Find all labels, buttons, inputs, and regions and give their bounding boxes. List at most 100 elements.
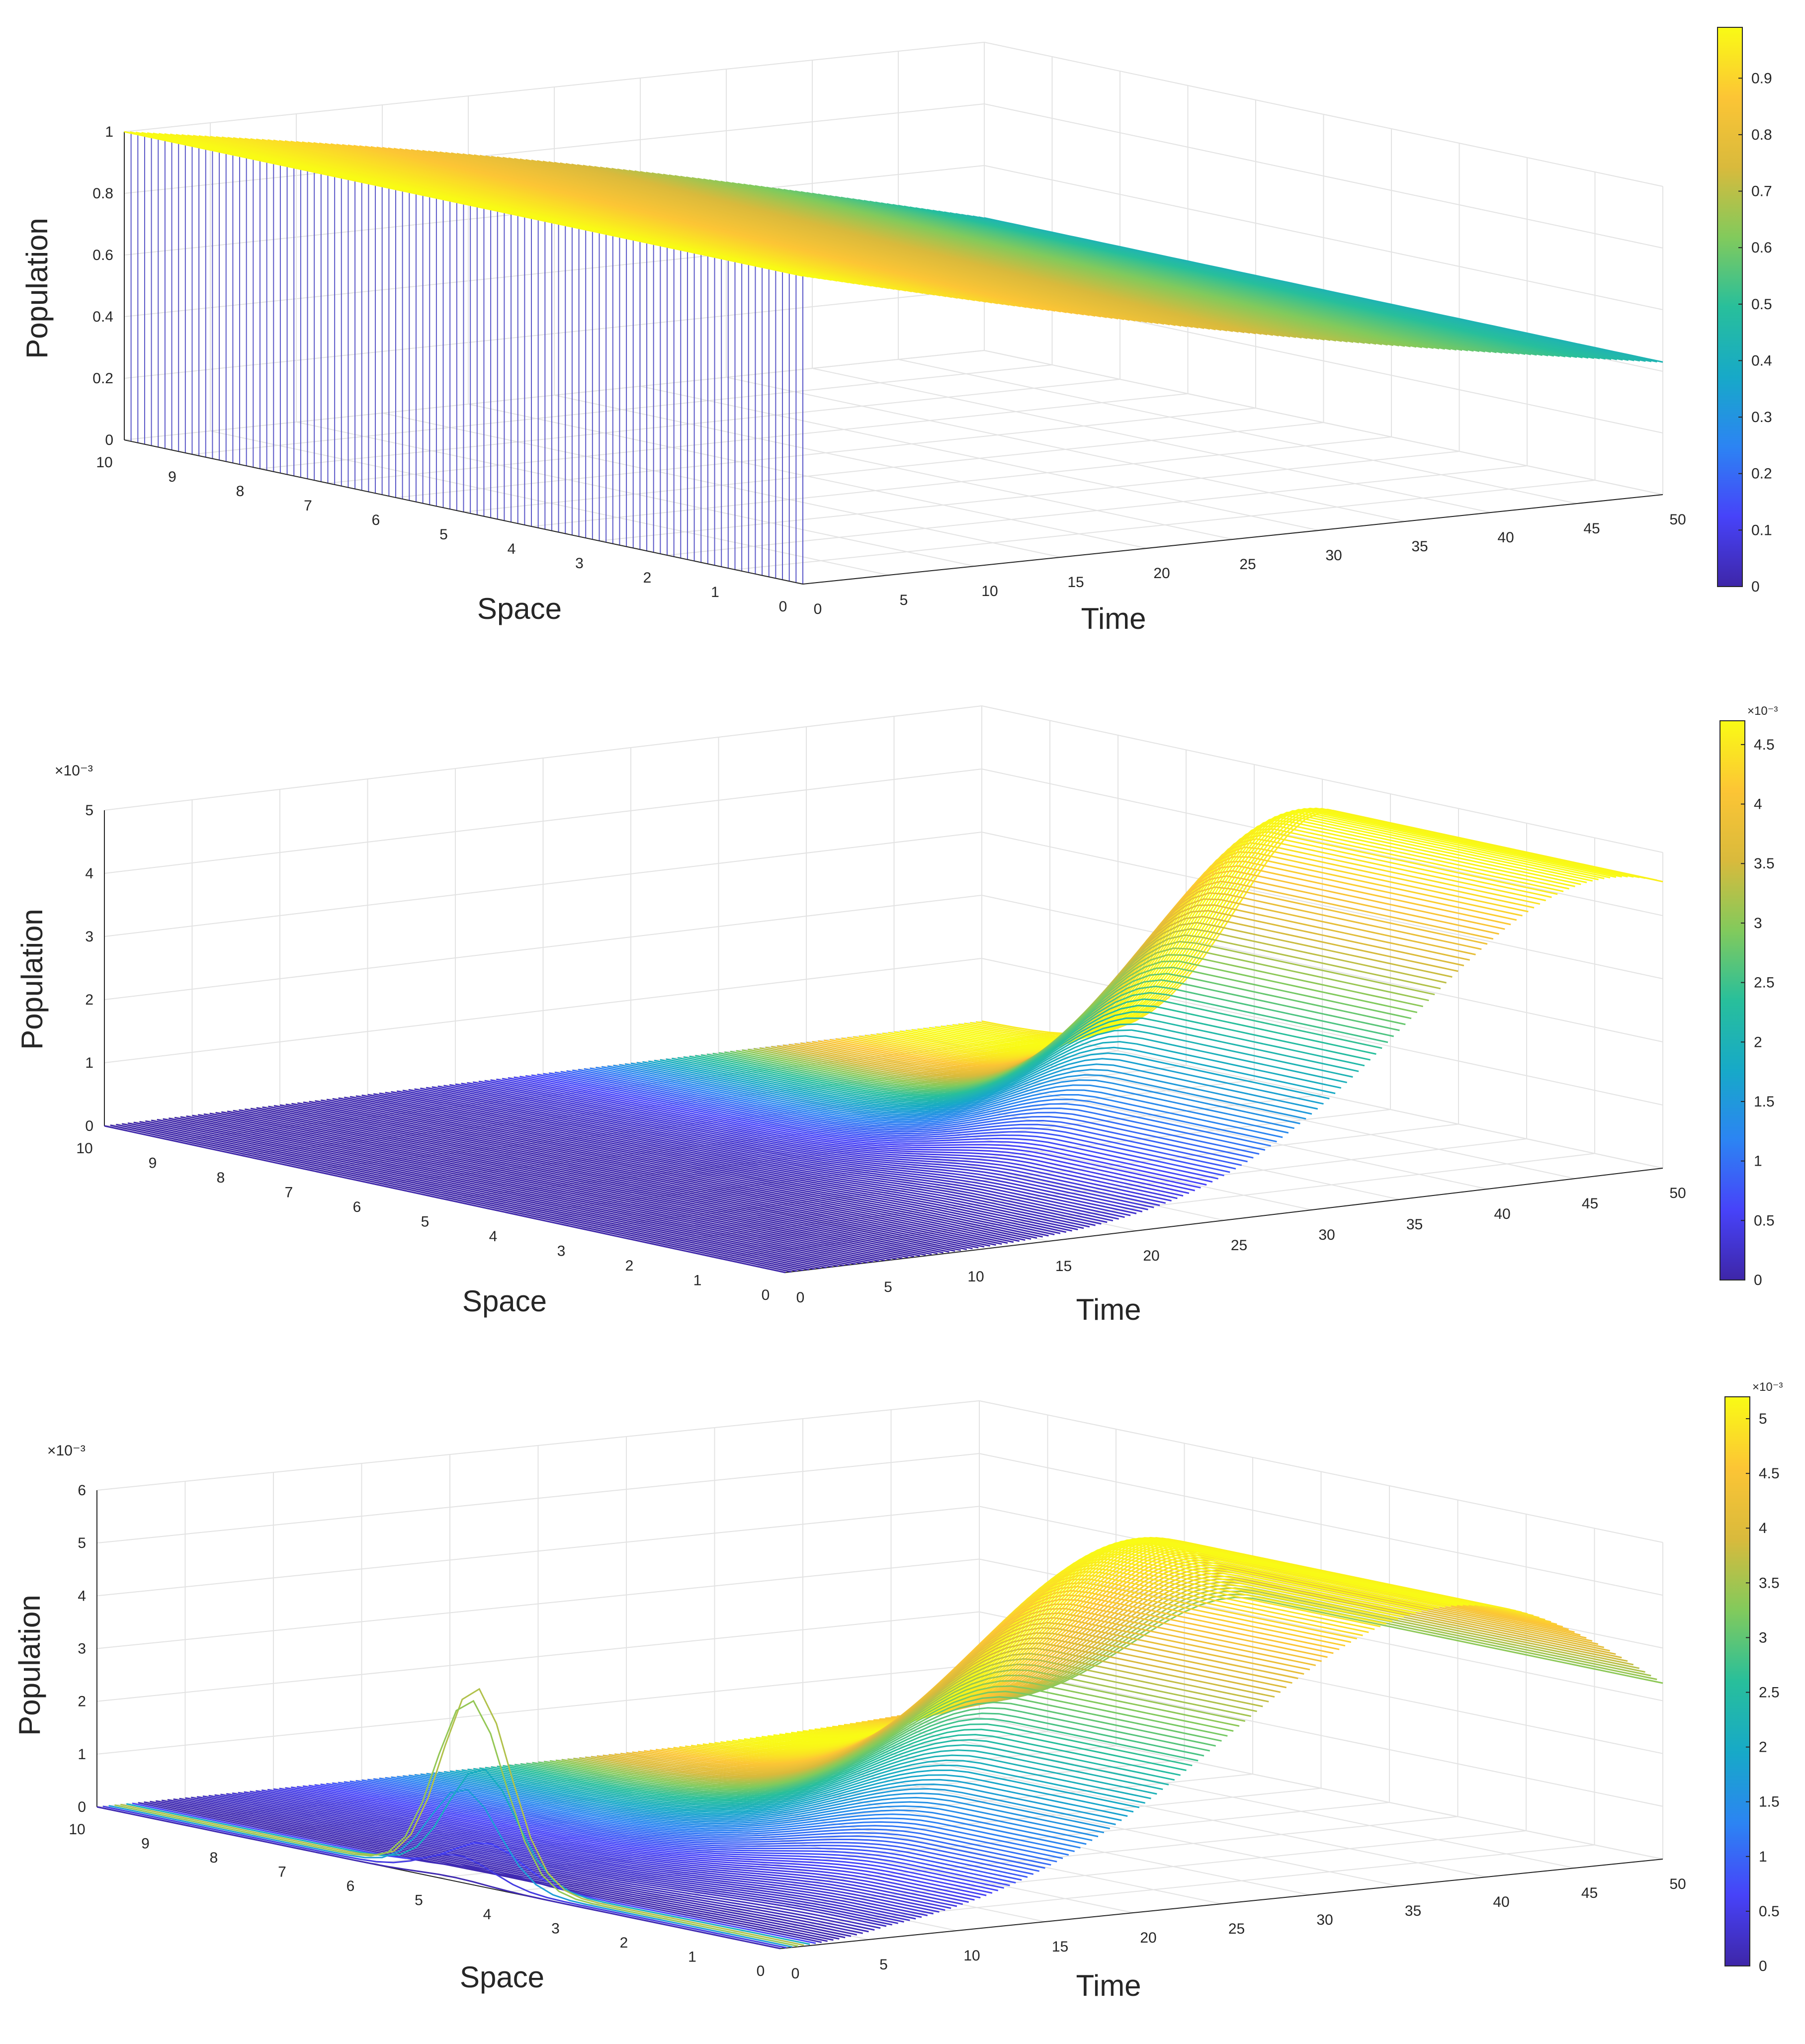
space-axis-line [124, 439, 803, 585]
surface-line [186, 1115, 868, 1264]
grid-line [984, 103, 1663, 249]
surface-line [208, 1794, 893, 1926]
surface-line [124, 131, 803, 277]
surface-line [623, 169, 1302, 339]
surface-line [614, 1627, 1298, 1773]
population-axis-label: Population [20, 218, 54, 359]
grid-line [104, 958, 982, 1063]
time-axis-line [802, 494, 1663, 585]
surface-line [624, 1063, 1306, 1120]
colorbar-gradient [1724, 1396, 1750, 1966]
colorbar-tick-label: 2 [1754, 1034, 1762, 1050]
surface-line [585, 1652, 1269, 1780]
surface-line [262, 1106, 944, 1254]
population-tick-label: 0.4 [92, 309, 113, 325]
time-tick-label: 30 [1325, 547, 1342, 564]
surface-line [261, 1789, 945, 1911]
colorbar-tick-label: 0 [1751, 579, 1760, 595]
surface-line [672, 1029, 1353, 1103]
surface-line [220, 1793, 904, 1923]
plot-canvas: 051015202530354045500123456789100123456×… [13, 1380, 1783, 2002]
surface-line [491, 156, 1170, 326]
surface-line [508, 1077, 1190, 1194]
colorbar-tick-label: 1.5 [1759, 1794, 1780, 1810]
surface-line [303, 1101, 985, 1248]
space-tick-label: 1 [693, 1273, 702, 1289]
surface-line [689, 1011, 1371, 1099]
time-tick-label: 45 [1583, 520, 1600, 537]
surface-line [975, 810, 1657, 1036]
grid-line [192, 364, 1052, 455]
grid-line [96, 1506, 980, 1597]
surface-line [302, 1785, 987, 1896]
tick-labels: 05101520253035404550012345678910012345×1… [55, 763, 1686, 1306]
surface-line [127, 1122, 809, 1271]
surface-line [344, 1097, 1026, 1241]
time-tick-label: 40 [1494, 1206, 1510, 1222]
surface-line [116, 1123, 797, 1272]
population-tick-label: 0 [85, 1118, 93, 1134]
surface-line [355, 1780, 1040, 1872]
surface-line [632, 1612, 1316, 1769]
colorbar-tick-label: 0.2 [1751, 466, 1772, 482]
surface-line [642, 1058, 1324, 1111]
surface-line [161, 1799, 846, 1939]
time-axis-label: Time [1081, 602, 1146, 635]
surface-line [979, 1596, 1663, 1703]
surface-line [472, 1081, 1154, 1208]
grid-line [124, 288, 985, 379]
population-tick-label: 4 [85, 865, 93, 882]
space-tick-label: 4 [508, 541, 516, 557]
surface-line [626, 1617, 1310, 1771]
surface-line [250, 1790, 934, 1915]
surface-line [232, 1792, 916, 1920]
space-tick-label: 2 [625, 1258, 634, 1274]
surface-line [169, 1117, 850, 1266]
colorbar-tick-label: 1.5 [1754, 1094, 1775, 1110]
colorbar-gradient [1719, 720, 1745, 1280]
colorbar-tick-label: 2 [1759, 1739, 1767, 1756]
space-tick-label: 4 [483, 1906, 492, 1923]
colorbar-tick-label: 4.5 [1754, 737, 1775, 753]
space-tick-label: 7 [278, 1864, 286, 1880]
surface-line [502, 157, 1182, 327]
surface-line [696, 1567, 1381, 1755]
surface-line [167, 1799, 852, 1937]
population-axis-label: Population [15, 909, 49, 1050]
surface-line [391, 1091, 1072, 1232]
surface-line [714, 1558, 1398, 1751]
surface-line [583, 165, 1262, 335]
surface-line [461, 1083, 1143, 1212]
colorbar-tick-label: 4 [1759, 1520, 1767, 1536]
surface-line [561, 1674, 1246, 1786]
grid-line [599, 451, 1460, 541]
surface-line [594, 166, 1274, 336]
surface-line [497, 1734, 1181, 1802]
surface-line [379, 1777, 1063, 1859]
surface-line [650, 1599, 1334, 1765]
surface-line [250, 1107, 932, 1255]
colorbar-exponent-label: ×10⁻³ [1752, 1380, 1783, 1394]
surface-line [349, 1780, 1034, 1875]
space-tick-label: 10 [69, 1821, 85, 1838]
surface-line [531, 159, 1210, 330]
surface-line [414, 1774, 1099, 1838]
surface-line [525, 1075, 1207, 1186]
surface-line [349, 1096, 1031, 1240]
surface-line [602, 1637, 1287, 1776]
surface-line [952, 807, 1634, 1040]
grid-line [96, 1664, 980, 1755]
surface-line [648, 1052, 1330, 1109]
time-tick-label: 10 [981, 583, 998, 599]
surface-line [700, 998, 1382, 1096]
surface-line [620, 1621, 1304, 1772]
surface-line [555, 1680, 1240, 1787]
surface-line [519, 1076, 1201, 1189]
surface-line [726, 1553, 1410, 1749]
time-tick-label: 35 [1406, 1216, 1423, 1233]
surface-line [588, 165, 1268, 336]
space-tick-label: 5 [439, 526, 448, 543]
surface-line [244, 1791, 928, 1916]
surface-line [673, 1582, 1358, 1760]
surface-line [597, 1642, 1281, 1778]
